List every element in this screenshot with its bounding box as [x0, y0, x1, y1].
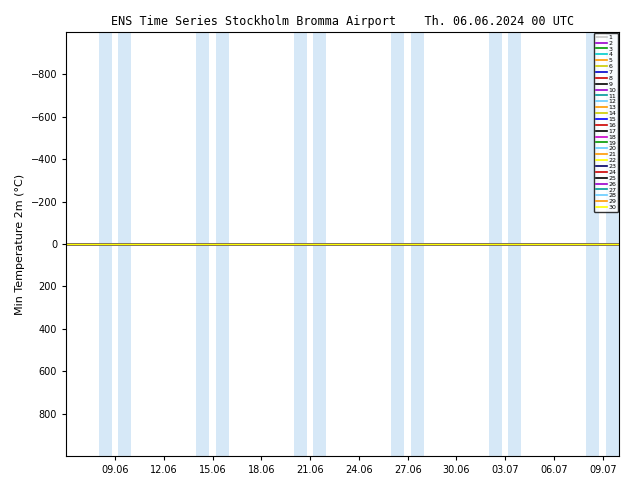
Bar [489, 32, 502, 456]
Bar [508, 32, 521, 456]
Title: ENS Time Series Stockholm Bromma Airport    Th. 06.06.2024 00 UTC: ENS Time Series Stockholm Bromma Airport… [111, 15, 574, 28]
Bar [216, 32, 229, 456]
Legend: 1, 2, 3, 4, 5, 6, 7, 8, 9, 10, 11, 12, 13, 14, 15, 16, 17, 18, 19, 20, 21, 22, 2: 1, 2, 3, 4, 5, 6, 7, 8, 9, 10, 11, 12, 1… [594, 32, 618, 212]
Bar [606, 32, 619, 456]
Bar [118, 32, 131, 456]
Bar [391, 32, 404, 456]
Y-axis label: Min Temperature 2m (°C): Min Temperature 2m (°C) [15, 173, 25, 315]
Bar [99, 32, 112, 456]
Bar [411, 32, 424, 456]
Bar [197, 32, 209, 456]
Bar [586, 32, 600, 456]
Bar [313, 32, 327, 456]
Bar [294, 32, 307, 456]
